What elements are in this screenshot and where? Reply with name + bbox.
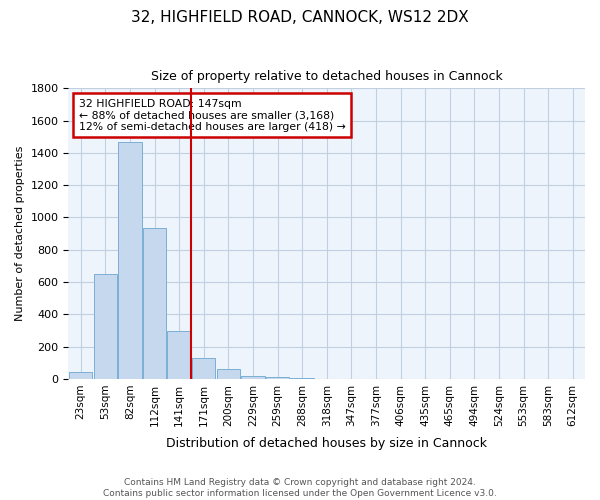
Bar — [290, 378, 314, 379]
Bar — [69, 372, 92, 379]
Bar — [192, 358, 215, 379]
Bar — [241, 376, 265, 379]
Text: 32, HIGHFIELD ROAD, CANNOCK, WS12 2DX: 32, HIGHFIELD ROAD, CANNOCK, WS12 2DX — [131, 10, 469, 25]
Bar — [118, 142, 142, 379]
Bar — [143, 228, 166, 379]
X-axis label: Distribution of detached houses by size in Cannock: Distribution of detached houses by size … — [166, 437, 487, 450]
Bar — [266, 377, 289, 379]
Title: Size of property relative to detached houses in Cannock: Size of property relative to detached ho… — [151, 70, 503, 83]
Text: Contains HM Land Registry data © Crown copyright and database right 2024.
Contai: Contains HM Land Registry data © Crown c… — [103, 478, 497, 498]
Y-axis label: Number of detached properties: Number of detached properties — [15, 146, 25, 322]
Bar — [94, 274, 117, 379]
Text: 32 HIGHFIELD ROAD: 147sqm
← 88% of detached houses are smaller (3,168)
12% of se: 32 HIGHFIELD ROAD: 147sqm ← 88% of detac… — [79, 98, 346, 132]
Bar — [217, 369, 240, 379]
Bar — [167, 332, 191, 379]
